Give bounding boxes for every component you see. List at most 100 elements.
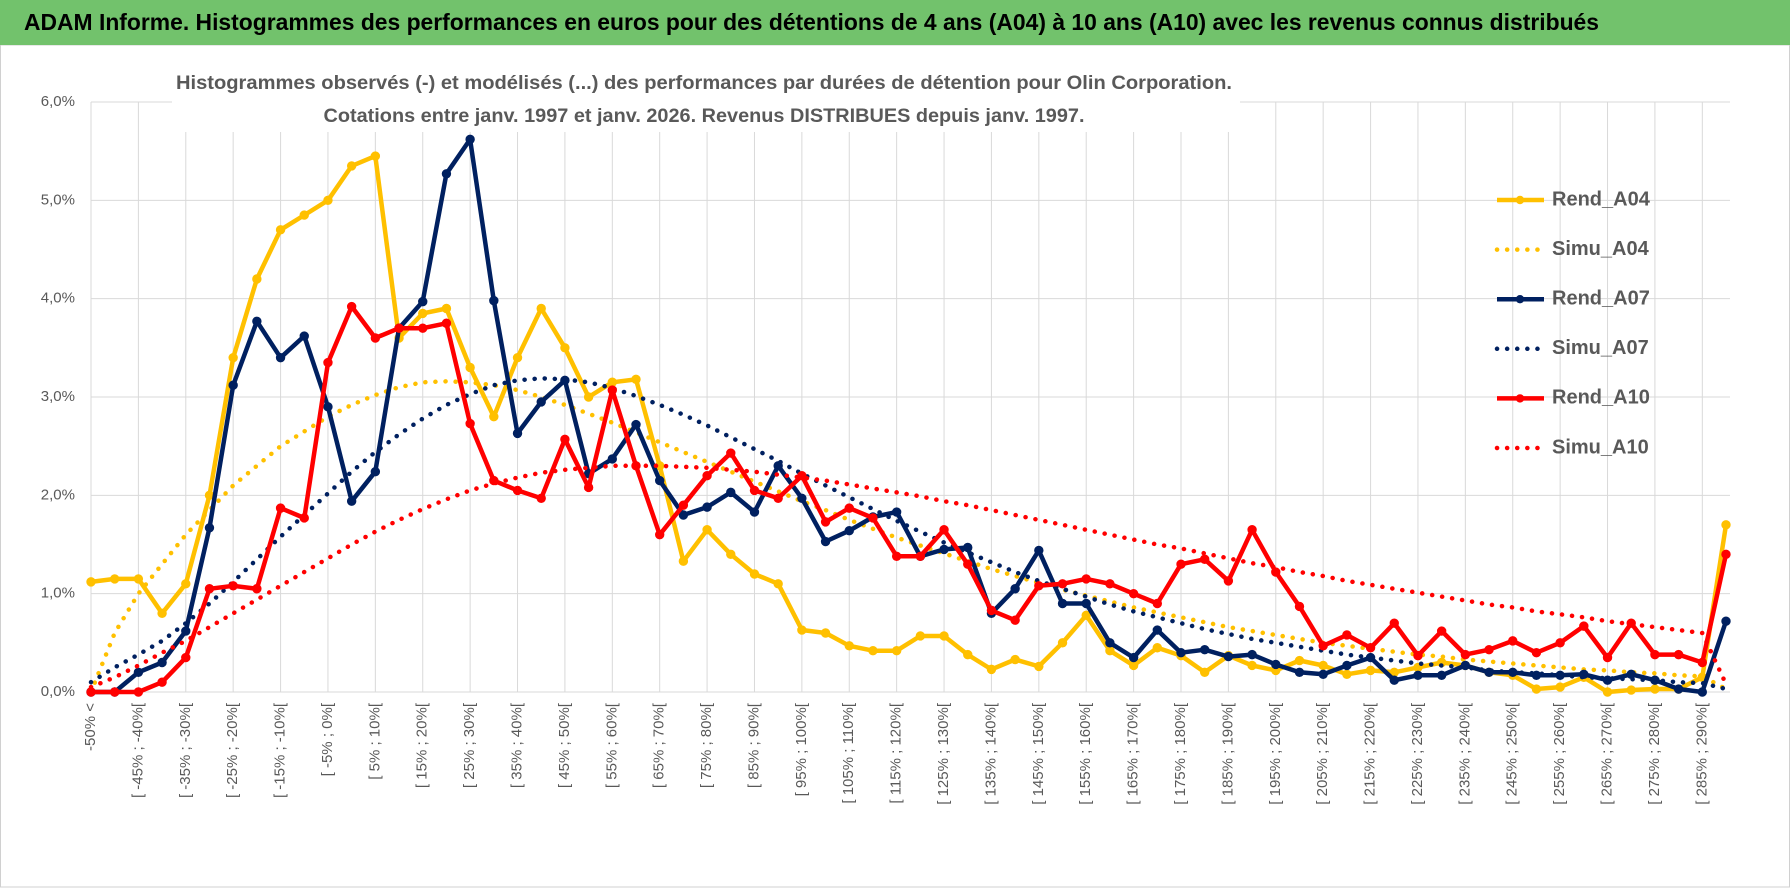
x-tick-label: [ 45% ; 50%[ (556, 702, 573, 788)
data-point (1057, 638, 1068, 648)
data-point (797, 625, 807, 635)
data-point (868, 513, 878, 523)
data-point (1294, 667, 1305, 678)
y-tick-label: 0,0% (41, 683, 75, 700)
data-point (702, 525, 712, 535)
data-point (726, 448, 736, 458)
data-point (204, 584, 215, 594)
x-tick-label: [ 215% ; 220%[ (1362, 702, 1379, 805)
data-point (1081, 598, 1091, 609)
data-point (820, 536, 831, 547)
data-point (275, 503, 286, 513)
data-point (323, 357, 333, 368)
data-point (891, 507, 902, 517)
chart-subtitle: Histogrammes observés (-) et modélisés (… (176, 73, 1232, 94)
data-point (346, 301, 357, 312)
data-point (465, 362, 475, 373)
x-tick-label: [ 35% ; 40%[ (508, 702, 525, 788)
data-point (1105, 579, 1115, 589)
data-point (299, 331, 309, 341)
data-point (915, 631, 926, 641)
data-point (323, 402, 333, 412)
data-point (536, 493, 546, 503)
data-point (252, 316, 262, 326)
data-point (275, 352, 286, 363)
data-point (1128, 652, 1139, 663)
data-point (631, 419, 641, 430)
x-tick-label: [ 55% ; 60%[ (603, 702, 620, 788)
series-line (88, 463, 1729, 690)
data-point (157, 608, 167, 619)
data-point (1034, 661, 1044, 672)
data-point (1579, 621, 1589, 631)
data-point (726, 487, 736, 498)
x-tick-label: [ 285% ; 290%[ (1693, 702, 1710, 805)
data-point (939, 631, 949, 641)
data-point (86, 577, 96, 587)
data-point (512, 428, 523, 439)
data-point (939, 525, 949, 535)
data-point (963, 649, 973, 660)
data-point (607, 385, 618, 395)
data-point (820, 517, 831, 527)
y-tick-label: 6,0% (41, 93, 75, 110)
data-point (1673, 649, 1684, 660)
data-point (1531, 647, 1542, 658)
data-point (181, 652, 191, 663)
data-point (1152, 643, 1163, 653)
legend-label: Simu_A07 (1552, 337, 1649, 359)
x-tick-label: [ -45% ; -40%[ (129, 702, 146, 798)
data-point (133, 667, 144, 678)
data-point (1223, 576, 1234, 586)
x-tick-label: [ 145% ; 150%[ (1030, 702, 1047, 805)
data-point (1650, 649, 1660, 660)
data-point (299, 210, 309, 220)
x-tick-label: [ 125% ; 130%[ (935, 702, 952, 805)
data-point (157, 677, 167, 687)
data-point (228, 581, 238, 591)
plot-area: 0,0% 1,0% 2,0% 3,0% 4,0% 5,0% 6,0% -50% < [ -45%… (41, 93, 1731, 805)
data-point (346, 161, 357, 171)
x-tick-label: [ 105% ; 110%[ (840, 702, 857, 803)
data-point (1247, 649, 1257, 660)
x-tick-label: [ 255% ; 260%[ (1551, 702, 1568, 805)
chart-title: ADAM Informe. Histogrammes des performan… (24, 9, 1599, 35)
data-point (1318, 669, 1328, 679)
data-point (1057, 598, 1068, 609)
data-point (1128, 660, 1139, 671)
data-point (1436, 626, 1447, 636)
data-point (583, 482, 594, 493)
data-point (607, 377, 618, 387)
data-point (323, 195, 333, 206)
legend-marker (1515, 394, 1525, 403)
data-point (228, 352, 238, 363)
data-point (1010, 584, 1020, 594)
data-point (678, 500, 689, 510)
data-point (1460, 649, 1471, 660)
data-point (773, 493, 783, 503)
legend-label: Rend_A04 (1552, 188, 1651, 210)
series-line (88, 379, 1729, 695)
x-tick-label: [ -5% ; 0%[ (319, 702, 336, 776)
data-point (1152, 625, 1163, 635)
data-point (654, 529, 665, 540)
legend-label: Rend_A07 (1552, 287, 1650, 309)
data-point (1626, 669, 1636, 679)
data-point (986, 664, 997, 675)
x-tick-label: [ 15% ; 20%[ (414, 702, 431, 788)
data-point (1199, 554, 1210, 564)
data-point (1436, 670, 1447, 680)
data-point (275, 225, 286, 235)
data-point (441, 318, 452, 328)
data-point (512, 485, 523, 496)
data-point (1034, 581, 1044, 591)
data-point (418, 296, 428, 307)
data-point (1081, 574, 1091, 584)
x-tick-label: [ 185% ; 190%[ (1219, 702, 1236, 805)
legend-label: Simu_A10 (1552, 436, 1649, 458)
data-point (1365, 665, 1376, 676)
data-point (1318, 660, 1328, 671)
data-point (1199, 667, 1210, 678)
x-tick-label: [ 165% ; 170%[ (1125, 702, 1142, 805)
